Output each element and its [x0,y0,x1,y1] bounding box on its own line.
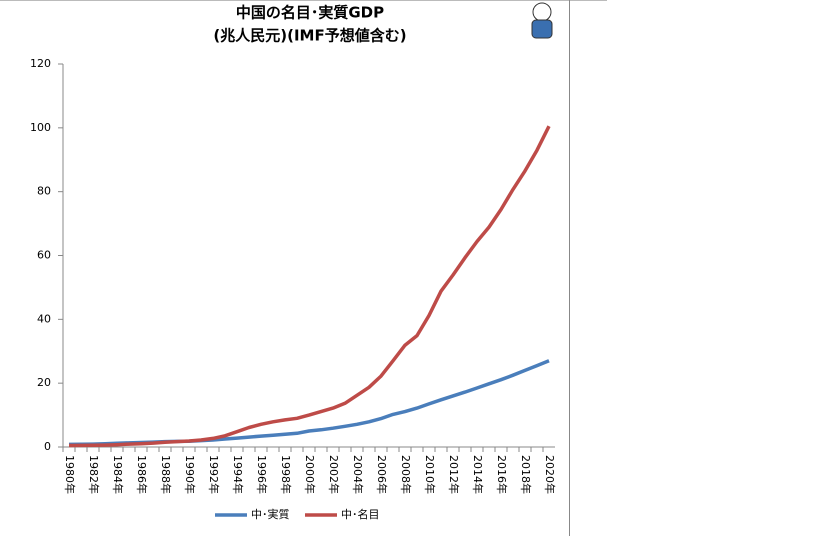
y-tick-label: 0 [44,440,51,453]
x-tick-label: 2000年 [303,455,317,494]
x-tick-label: 1990年 [183,455,197,494]
legend-label: 中･実質 [251,507,290,521]
x-tick-label: 2002年 [327,455,341,494]
x-tick-label: 2014年 [471,455,485,494]
x-tick-label: 2016年 [495,455,509,494]
y-tick-label: 20 [37,376,51,389]
chart-title: 中国の名目･実質GDP [236,4,384,22]
x-tick-label: 1994年 [231,455,245,494]
legend-label: 中･名目 [341,507,380,521]
x-tick-label: 2012年 [447,455,461,494]
x-tick-label: 2020年 [543,455,557,494]
x-tick-label: 2010年 [423,455,437,494]
y-tick-label: 80 [37,185,51,198]
x-tick-label: 1992年 [207,455,221,494]
y-tick-label: 100 [30,121,51,134]
y-tick-label: 120 [30,57,51,70]
x-tick-label: 1996年 [255,455,269,494]
x-tick-label: 2018年 [519,455,533,494]
x-tick-label: 2004年 [351,455,365,494]
x-tick-label: 1988年 [159,455,173,494]
x-tick-label: 2008年 [399,455,413,494]
series-line [68,125,551,448]
y-tick-label: 40 [37,312,51,325]
x-tick-label: 1982年 [87,455,101,494]
x-tick-label: 1986年 [135,455,149,494]
chart-subtitle: (兆人民元)(IMF予想値含む) [213,27,406,45]
x-tick-label: 1984年 [111,455,125,494]
x-tick-label: 1998年 [279,455,293,494]
x-tick-label: 2006年 [375,455,389,494]
mascot [531,2,553,39]
series-line [68,359,550,447]
x-tick-label: 1980年 [63,455,77,494]
y-tick-label: 60 [37,249,51,262]
